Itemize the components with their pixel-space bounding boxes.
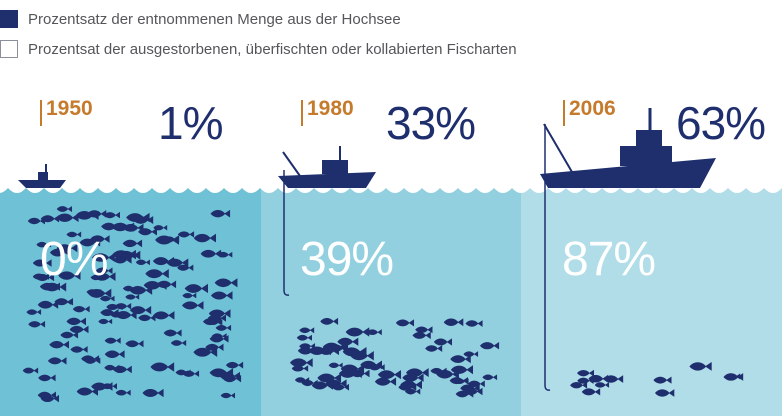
fish-icon <box>49 340 70 349</box>
fish-icon <box>26 309 42 316</box>
fish-icon <box>320 317 339 325</box>
fish-icon <box>465 320 483 328</box>
legend-label-collapsed: Prozentsat der ausgestorbenen, überfisch… <box>28 40 517 58</box>
fish-icon <box>482 374 498 381</box>
fish-icon <box>594 382 610 388</box>
fish-icon <box>138 314 156 322</box>
fish-icon <box>98 318 113 325</box>
catch-percent-1950: 1% <box>158 97 223 149</box>
fish-icon <box>689 361 712 371</box>
fish-icon <box>433 338 453 346</box>
fishing-boat-icon <box>18 164 66 188</box>
fish-icon <box>112 365 132 374</box>
fish-icon <box>200 249 222 258</box>
fish-icon <box>163 329 182 337</box>
fish-icon <box>328 362 343 369</box>
fish-icon <box>38 374 56 382</box>
fish-icon <box>104 350 125 359</box>
fish-icon <box>129 305 152 315</box>
fish-icon <box>182 292 197 299</box>
fish-icon <box>182 301 204 310</box>
fish-icon <box>653 376 672 384</box>
fish-icon <box>577 369 594 377</box>
catch-percent-1980: 33% <box>386 97 476 149</box>
fish-icon <box>104 337 121 344</box>
fish-icon <box>66 317 87 326</box>
fish-icon <box>345 327 370 337</box>
fish-icon <box>299 327 315 334</box>
collapsed-percent-2006: 87% <box>562 233 656 286</box>
fish-icon <box>296 334 312 341</box>
fish-icon <box>215 324 232 332</box>
fish-icon <box>28 320 46 328</box>
fish-icon <box>225 361 244 369</box>
fish-icon <box>211 291 233 300</box>
legend-swatch-empty <box>0 40 18 58</box>
fish-icon <box>449 376 469 385</box>
fish-icon <box>193 233 217 243</box>
trawler-icon <box>278 146 376 188</box>
fish-icon <box>125 294 140 300</box>
year-marker-1950 <box>40 100 42 126</box>
fish-icon <box>655 389 675 397</box>
legend-item-catch: Prozentsatz der entnommenen Menge aus de… <box>0 8 517 30</box>
year-marker-2006 <box>563 100 565 126</box>
fish-icon <box>210 209 231 218</box>
fish-icon <box>142 388 164 398</box>
fish-icon <box>56 205 73 213</box>
legend-label-catch: Prozentsatz der entnommenen Menge aus de… <box>28 10 401 28</box>
fish-icon <box>153 311 175 320</box>
fish-icon <box>135 259 150 266</box>
legend-swatch-filled <box>0 10 18 28</box>
fishing-hook-icon <box>283 170 290 296</box>
fish-icon <box>480 341 500 350</box>
collapsed-percent-1950: 0% <box>40 233 108 286</box>
fish-icon <box>155 235 179 245</box>
fish-icon <box>290 358 313 368</box>
legend: Prozentsatz der entnommenen Menge aus de… <box>0 8 517 68</box>
legend-item-collapsed: Prozentsat der ausgestorbenen, überfisch… <box>0 38 517 60</box>
fish-icon <box>145 268 169 279</box>
fish-icon <box>69 325 89 334</box>
fish-icon <box>723 372 744 381</box>
fish-icon <box>56 213 79 223</box>
year-marker-1980 <box>301 100 303 126</box>
fish-icon <box>150 362 175 372</box>
fish-icon <box>443 318 464 327</box>
fish-icon <box>122 239 143 248</box>
fish-icon <box>72 305 90 313</box>
fish-icon <box>47 357 67 365</box>
fish-icon <box>463 351 479 358</box>
fish-icon <box>395 319 415 327</box>
year-label-2006: 2006 <box>569 97 616 120</box>
fishing-hook-icon <box>544 124 551 391</box>
fish-icon <box>214 278 238 288</box>
fish-icon <box>220 392 236 399</box>
collapsed-percent-1980: 39% <box>300 233 394 286</box>
fish-icon <box>125 340 144 348</box>
fish-icon <box>115 389 131 396</box>
fish-icon <box>100 295 115 302</box>
fish-icon <box>22 367 39 374</box>
fish-icon <box>425 345 443 352</box>
year-label-1950: 1950 <box>46 97 93 120</box>
factory-ship-icon <box>540 108 716 188</box>
fish-icon <box>184 283 209 294</box>
fish-icon <box>170 339 187 347</box>
fish-icon <box>177 231 195 238</box>
year-label-1980: 1980 <box>307 97 354 120</box>
fish-icon <box>70 345 88 353</box>
fish-icon <box>581 388 601 396</box>
catch-percent-2006: 63% <box>676 97 766 149</box>
